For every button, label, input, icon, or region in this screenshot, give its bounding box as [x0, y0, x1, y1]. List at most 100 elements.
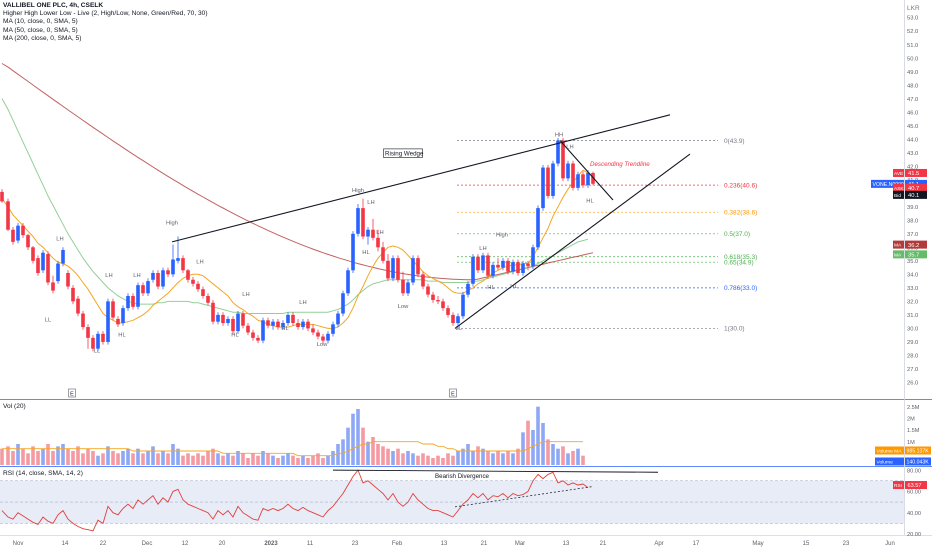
legend-ma200[interactable]: MA (200, close, 0, SMA, 5): [3, 34, 82, 42]
volume-bar: [431, 458, 435, 465]
volume-badge-tag-text: Volume: [877, 460, 894, 466]
candle-body: [391, 258, 395, 279]
candle: [486, 252, 490, 279]
time-tick-label: 11: [307, 541, 314, 547]
candle: [421, 271, 425, 290]
volume-bar: [351, 413, 355, 465]
volume-bar: [146, 451, 150, 465]
volume-bars: [0, 406, 585, 465]
candle-body: [206, 295, 210, 303]
volume-bar: [91, 451, 95, 465]
candle-body: [571, 163, 575, 188]
candle-body: [141, 285, 145, 294]
candle-body: [101, 333, 105, 342]
candle-body: [461, 294, 465, 317]
candle-body: [96, 333, 100, 349]
price-tick-label: 49.0: [907, 70, 918, 76]
candle: [516, 259, 520, 276]
volume-bar: [336, 444, 340, 465]
price-badge: [905, 183, 927, 192]
volume-bar: [236, 451, 240, 465]
candle-body: [401, 279, 405, 294]
descending-trendline-label: Descending Trendline: [590, 161, 650, 168]
rsi-badge-tag: [893, 481, 904, 490]
candle: [116, 316, 120, 328]
volume-bar: [0, 448, 4, 465]
candle: [61, 247, 65, 267]
volume-bar: [186, 453, 190, 465]
rising-wedge-label: Rising Wedge: [385, 150, 424, 157]
candle: [391, 255, 395, 282]
candle: [196, 281, 200, 292]
price-tick-label: 45.0: [907, 124, 918, 130]
candle: [286, 312, 290, 326]
candle: [441, 298, 445, 311]
candle-body: [131, 295, 135, 307]
candle-body: [411, 258, 415, 283]
candle-body: [326, 333, 330, 341]
price-tick-label: 37.0: [907, 232, 918, 238]
volume-bar: [526, 420, 530, 465]
price-tick-label: 31.0: [907, 313, 918, 319]
swing-label: LH: [299, 300, 306, 306]
fib-retracement: 0(43.9) 0.236(40.6) 0.382(38.6) 0.5(37.0) 0.…: [457, 138, 757, 333]
swing-label: HL: [510, 284, 518, 290]
candle: [256, 335, 260, 344]
legend-ma50[interactable]: MA (50, close, 0, SMA, 5): [3, 26, 78, 34]
candle-body: [336, 313, 340, 325]
candle: [526, 260, 530, 271]
swing-label: LH: [196, 260, 203, 266]
candle-body: [561, 140, 565, 179]
candle: [326, 331, 330, 344]
price-badge-tag: [893, 168, 904, 177]
volume-bar: [36, 451, 40, 465]
candle-body: [471, 256, 475, 284]
price-tick-label: 44.0: [907, 137, 918, 143]
volume-pane-title[interactable]: Vol (20): [3, 403, 26, 410]
volume-badge-tag: [875, 457, 904, 466]
price-badge-value: 41.5: [908, 171, 919, 177]
legend-hhll-indicator[interactable]: Higher High Lower Low - Live (2, High/Lo…: [3, 10, 208, 18]
candle: [406, 279, 410, 296]
candle-body: [186, 270, 190, 280]
swing-label: LL: [94, 349, 101, 355]
candle-body: [261, 320, 265, 341]
volume-bar: [121, 451, 125, 465]
candle: [511, 259, 515, 275]
ma10-line: [1, 169, 589, 329]
swing-label: HL: [586, 199, 594, 205]
time-tick-label: 21: [481, 541, 488, 547]
candle: [191, 277, 195, 287]
time-tick-label: 20: [219, 541, 226, 547]
volume-bar: [191, 455, 195, 465]
volume-tick-label: 1.5M: [907, 428, 920, 434]
symbol-price-badge-tag: [871, 179, 904, 188]
legend-ma10[interactable]: MA (10, close, 0, SMA, 5): [3, 18, 78, 26]
candle-body: [316, 332, 320, 337]
volume-bar: [266, 453, 270, 465]
candle: [136, 282, 140, 310]
rsi-pane-title[interactable]: RSI (14, close, SMA, 14, 2): [3, 470, 83, 477]
candle: [576, 171, 580, 191]
candle-body: [106, 301, 110, 342]
candle-body: [211, 302, 215, 322]
rsi-tick-label: 40.00: [907, 511, 921, 517]
candle-body: [341, 293, 345, 314]
ma50-line: [1, 98, 589, 314]
candle-body: [86, 327, 90, 338]
candle: [131, 293, 135, 310]
volume-bar: [226, 453, 230, 465]
candle: [121, 305, 125, 326]
time-tick-label: 14: [62, 541, 69, 547]
legend-symbol[interactable]: VALLIBEL ONE PLC, 4h, CSELK: [3, 2, 104, 9]
candle-body: [366, 229, 370, 237]
price-tick-label: 29.0: [907, 340, 918, 346]
candle-body: [231, 318, 235, 332]
candle-body: [446, 308, 450, 315]
candle: [416, 255, 420, 278]
earnings-marker: E: [449, 388, 457, 398]
time-tick-label: 17: [693, 541, 700, 547]
candle-body: [56, 263, 60, 282]
candle-body: [581, 174, 585, 186]
